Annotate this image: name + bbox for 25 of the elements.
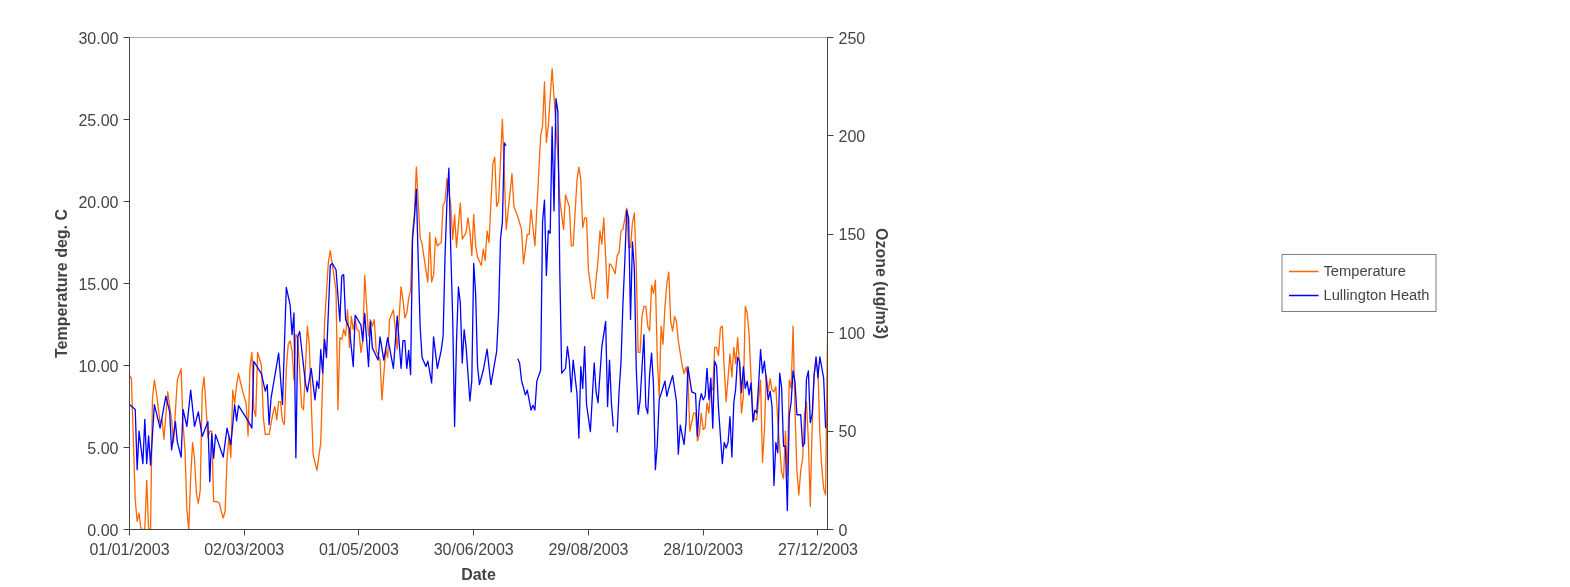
y-tick-label: 20.00	[78, 193, 119, 211]
y2-tick-label: 200	[838, 127, 866, 145]
x-tick-label: 30/06/2003	[433, 540, 514, 558]
y2-axis-title: Ozone (ug/m3)	[873, 227, 891, 340]
y-tick-label: 5.00	[87, 439, 119, 457]
y2-tick-label: 0	[838, 521, 848, 539]
y-tick-label: 0.00	[87, 521, 119, 539]
y-axis-title: Temperature deg. C	[53, 208, 71, 359]
legend-label: Lullington Heath	[1323, 287, 1430, 303]
y2-tick-label: 150	[838, 226, 866, 244]
y-tick-label: 10.00	[78, 357, 119, 375]
x-tick-label: 29/08/2003	[548, 540, 629, 558]
x-tick-label: 01/05/2003	[318, 540, 400, 558]
x-tick-label: 27/12/2003	[777, 540, 859, 558]
y2-tick-label: 50	[838, 423, 857, 441]
x-tick-label: 28/10/2003	[663, 540, 744, 558]
y-tick-label: 15.00	[78, 275, 119, 293]
y-tick-label: 30.00	[78, 29, 119, 47]
x-axis-title: Date	[461, 565, 496, 583]
x-tick-label: 02/03/2003	[204, 540, 285, 558]
y2-tick-label: 250	[838, 29, 866, 47]
y-tick-label: 25.00	[78, 111, 119, 129]
legend-label: Temperature	[1323, 263, 1406, 279]
y2-tick-label: 100	[838, 324, 866, 342]
x-tick-label: 01/01/2003	[89, 540, 170, 558]
